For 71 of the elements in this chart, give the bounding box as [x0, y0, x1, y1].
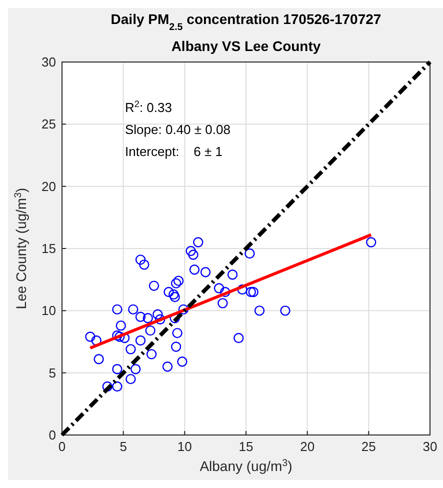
- point: [94, 354, 104, 364]
- point: [102, 381, 112, 392]
- chart-subtitle: Albany VS Lee County: [171, 38, 321, 54]
- point: [234, 332, 244, 344]
- point: [170, 342, 182, 352]
- point: [128, 304, 138, 315]
- point: [116, 320, 126, 331]
- x-tick-label: 30: [422, 439, 438, 454]
- point: [214, 283, 224, 294]
- x-tick-label: 5: [120, 439, 127, 454]
- point: [189, 264, 200, 275]
- point: [193, 237, 204, 248]
- point: [168, 289, 179, 300]
- point: [112, 304, 122, 315]
- point: [280, 306, 290, 316]
- point: [112, 364, 122, 374]
- point: [126, 374, 136, 384]
- y-tick-label: 5: [48, 365, 56, 380]
- point: [91, 335, 102, 346]
- chart-title: Daily PM$_{2.5}$ concentration 170526-170727: [110, 11, 382, 32]
- y-tick-label: 25: [42, 116, 56, 132]
- y-tick-label: 10: [42, 303, 56, 318]
- point: [244, 248, 255, 259]
- point: [155, 314, 166, 324]
- y-tick-label: 20: [42, 178, 56, 194]
- y-tick-label: 0: [48, 428, 56, 442]
- point: [164, 286, 174, 298]
- point: [172, 328, 182, 338]
- point: [148, 280, 160, 291]
- annotation: Intercept: 6 ± 1: [125, 144, 222, 159]
- point: [220, 286, 230, 298]
- x-tick-label: 20: [300, 439, 315, 454]
- point: [135, 254, 146, 265]
- point: [126, 344, 136, 354]
- point: [112, 330, 122, 341]
- point: [246, 286, 256, 298]
- point: [177, 356, 188, 367]
- y-tick-label: 15: [42, 241, 56, 256]
- x-tick-label: 10: [177, 439, 192, 454]
- annotation: Slope: 0.40 ± 0.08: [125, 122, 230, 137]
- point: [254, 306, 265, 316]
- point: [142, 313, 153, 324]
- x-tick-label: 15: [238, 439, 254, 454]
- point: [170, 292, 180, 302]
- point: [152, 309, 163, 320]
- point: [135, 312, 146, 322]
- point: [130, 364, 141, 374]
- point: [227, 270, 238, 280]
- x-tick-label: 25: [361, 439, 376, 454]
- point: [112, 381, 122, 392]
- y-tick-label: 30: [42, 54, 56, 70]
- point: [188, 250, 198, 260]
- point: [218, 298, 228, 308]
- point: [200, 267, 211, 278]
- point: [145, 325, 156, 336]
- point: [170, 278, 182, 288]
- point: [135, 335, 146, 346]
- point: [248, 286, 258, 298]
- point: [173, 276, 184, 286]
- x-tick-label: 0: [58, 439, 66, 454]
- x-axis-title: Albany (ug/m$^{3}$): [200, 458, 292, 474]
- point: [85, 332, 96, 342]
- point: [178, 304, 189, 315]
- point: [366, 237, 376, 248]
- point: [162, 362, 173, 372]
- point: [139, 260, 150, 270]
- point: [146, 349, 157, 360]
- point: [114, 332, 125, 342]
- point: [186, 246, 196, 256]
- annotation: R$^{2}$: 0.33: [125, 99, 172, 115]
- point: [237, 284, 248, 295]
